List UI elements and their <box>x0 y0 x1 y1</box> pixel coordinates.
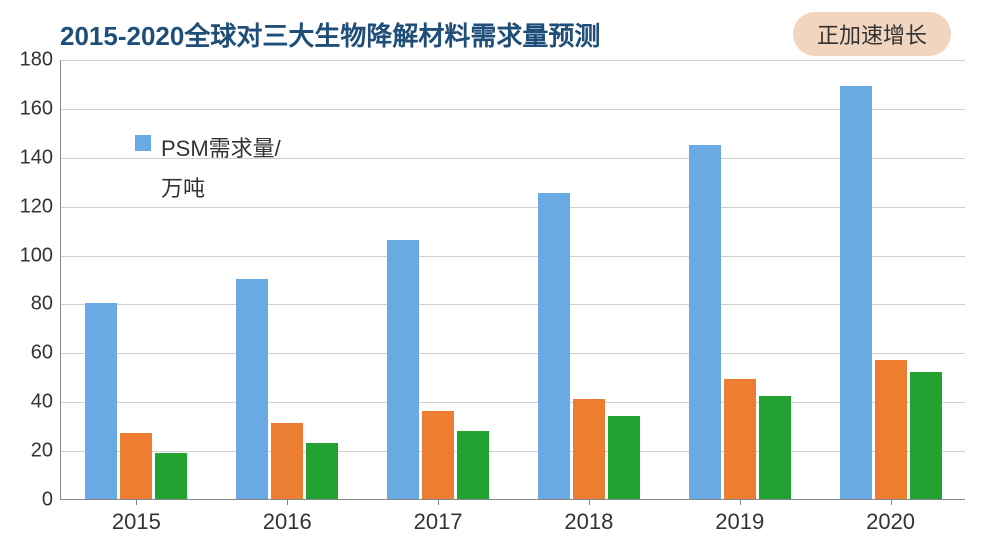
gridline <box>61 304 965 305</box>
bar <box>271 423 303 499</box>
bar <box>875 360 907 499</box>
title-row: 2015-2020全球对三大生物降解材料需求量预测 正加速增长 <box>0 12 991 56</box>
y-tick-label: 120 <box>11 195 61 218</box>
growth-badge: 正加速增长 <box>793 12 951 56</box>
bar <box>573 399 605 499</box>
plot-area: PSM需求量/万吨 020406080100120140160180201520… <box>60 60 965 500</box>
bar <box>236 279 268 499</box>
bar <box>910 372 942 499</box>
bar <box>689 145 721 499</box>
y-tick-label: 100 <box>11 244 61 267</box>
y-tick-label: 60 <box>11 342 61 365</box>
bar <box>422 411 454 499</box>
chart-container: 2015-2020全球对三大生物降解材料需求量预测 正加速增长 PSM需求量/万… <box>0 0 991 557</box>
gridline <box>61 207 965 208</box>
y-tick-label: 180 <box>11 49 61 72</box>
y-tick-label: 40 <box>11 391 61 414</box>
gridline <box>61 353 965 354</box>
bar <box>457 431 489 499</box>
y-tick-label: 20 <box>11 440 61 463</box>
y-tick-label: 80 <box>11 293 61 316</box>
legend-swatch <box>135 135 151 151</box>
x-tick-label: 2020 <box>866 499 915 535</box>
bar <box>155 453 187 499</box>
gridline <box>61 60 965 61</box>
bar <box>85 303 117 499</box>
x-tick-label: 2018 <box>564 499 613 535</box>
x-tick-label: 2015 <box>112 499 161 535</box>
x-tick-label: 2016 <box>263 499 312 535</box>
y-tick-label: 160 <box>11 97 61 120</box>
x-tick-label: 2019 <box>715 499 764 535</box>
bar <box>840 86 872 499</box>
bar <box>608 416 640 499</box>
chart-title: 2015-2020全球对三大生物降解材料需求量预测 <box>60 16 793 53</box>
x-tick-label: 2017 <box>414 499 463 535</box>
legend: PSM需求量/万吨 <box>131 125 285 212</box>
gridline <box>61 256 965 257</box>
y-tick-label: 140 <box>11 146 61 169</box>
gridline <box>61 109 965 110</box>
gridline <box>61 451 965 452</box>
y-tick-label: 0 <box>11 489 61 512</box>
bar <box>724 379 756 499</box>
legend-label: PSM需求量/万吨 <box>161 129 281 208</box>
gridline <box>61 402 965 403</box>
bar <box>120 433 152 499</box>
bar <box>538 193 570 499</box>
bar <box>306 443 338 499</box>
gridline <box>61 158 965 159</box>
bar <box>387 240 419 499</box>
bar <box>759 396 791 499</box>
